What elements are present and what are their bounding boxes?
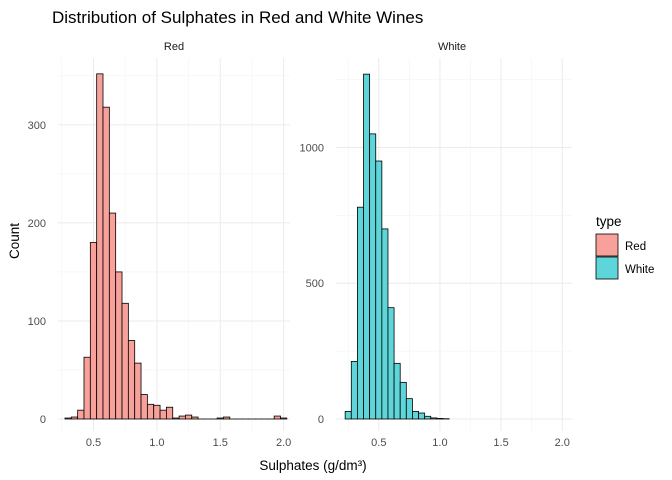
histogram-bar-red (108, 212, 117, 420)
histogram-bar-white (393, 362, 401, 420)
y-tick-label-red: 0 (40, 414, 46, 426)
legend-label-red: Red (625, 241, 646, 253)
histogram-bar-red (178, 415, 186, 420)
panel-red: Red 0.5 1.0 1.5 2.0 0 100 200 300 (28, 41, 292, 449)
histogram-bar-white (424, 415, 432, 420)
histogram-bar-white (412, 410, 419, 420)
histogram-bar-red (89, 242, 98, 420)
x-tick-label-red: 2.0 (276, 437, 291, 449)
histogram-bar-white (375, 160, 383, 420)
panel-white: White 0.5 1.0 1.5 2.0 0 500 1000 (300, 41, 572, 449)
histogram-bar-white (405, 398, 413, 420)
histogram-bar-red (159, 409, 167, 420)
y-tick-label-red: 300 (28, 120, 46, 132)
histogram-bar-red (77, 409, 85, 420)
x-tick-label-white: 1.5 (493, 437, 508, 449)
bars-white (344, 73, 450, 420)
legend-key-white (595, 256, 619, 280)
y-tick-label-white: 0 (318, 414, 324, 426)
histogram-bar-white (387, 307, 395, 420)
histogram-bar-red (165, 406, 174, 420)
histogram-bar-red (172, 417, 180, 420)
bars-red (64, 73, 288, 420)
chart-title: Distribution of Sulphates in Red and Whi… (52, 8, 423, 27)
x-tick-label-red: 1.0 (149, 437, 164, 449)
legend: type Red White (595, 214, 654, 280)
legend-label-white: White (625, 264, 654, 276)
panel-strip-label-white: White (438, 41, 466, 53)
histogram-bar-red (191, 416, 199, 420)
histogram-bar-red (140, 394, 148, 420)
histogram-bar-red (146, 403, 155, 420)
y-tick-label-red: 100 (28, 316, 46, 328)
histogram-bar-red (83, 356, 91, 420)
histogram-bar-red (70, 416, 79, 420)
x-axis-title: Sulphates (g/dm³) (259, 458, 366, 473)
histogram-bar-white (399, 381, 407, 420)
histogram-bar-red (121, 302, 129, 420)
histogram-bar-red (102, 106, 110, 420)
y-tick-label-white: 1000 (300, 142, 324, 154)
histogram-bar-red (216, 417, 224, 420)
histogram-bar-red (134, 362, 142, 420)
x-tick-label-white: 1.0 (432, 437, 447, 449)
y-tick-label-white: 500 (306, 278, 324, 290)
y-axis-title: Count (7, 223, 22, 259)
histogram-bar-red (223, 416, 231, 420)
histogram-bar-red (273, 415, 281, 420)
x-tick-label-white: 0.5 (371, 437, 386, 449)
histogram-bar-white (381, 228, 389, 420)
histogram-bar-white (350, 361, 358, 420)
panel-strip-label-red: Red (164, 41, 184, 53)
x-tick-label-red: 1.5 (213, 437, 228, 449)
histogram-bar-red (115, 271, 123, 420)
histogram-bar-white (356, 206, 364, 420)
histogram-bar-white (436, 418, 444, 420)
legend-title: type (596, 214, 622, 229)
x-tick-label-red: 0.5 (86, 437, 101, 449)
histogram-bar-red (127, 340, 136, 420)
histogram-bar-red (153, 404, 161, 420)
y-tick-label-red: 200 (28, 218, 46, 230)
legend-key-red (595, 233, 619, 257)
histogram-bar-white (430, 417, 438, 420)
histogram-bar-red (185, 414, 193, 420)
histogram-bar-red (96, 73, 104, 420)
histogram-bar-white (344, 410, 352, 420)
grid-white (336, 58, 572, 431)
histogram-bar-white (363, 73, 371, 420)
x-tick-label-white: 2.0 (555, 437, 570, 449)
histogram-bar-red (280, 417, 288, 420)
histogram-bar-white (418, 412, 426, 420)
histogram-bar-red (64, 417, 72, 420)
histogram-bar-white (369, 133, 377, 420)
